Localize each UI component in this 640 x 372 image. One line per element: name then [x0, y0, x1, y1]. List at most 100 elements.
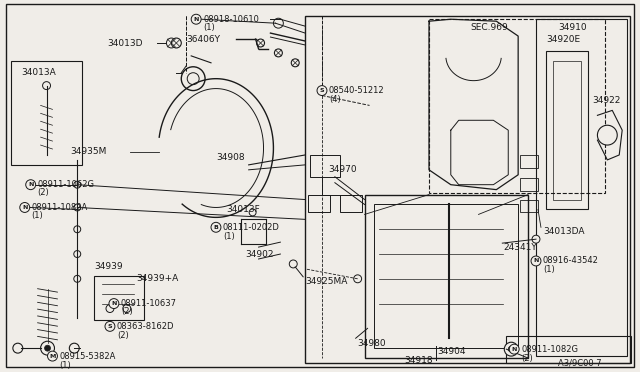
Text: (1): (1): [32, 211, 44, 220]
Text: N: N: [533, 259, 539, 263]
Text: 08111-0202D: 08111-0202D: [223, 223, 280, 232]
Circle shape: [597, 125, 617, 145]
Circle shape: [532, 235, 540, 243]
Text: 34908: 34908: [216, 153, 244, 163]
Circle shape: [166, 38, 177, 48]
Text: SEC.969: SEC.969: [470, 23, 508, 32]
Text: 34939: 34939: [94, 262, 123, 272]
Circle shape: [74, 226, 81, 233]
Text: 34920E: 34920E: [546, 35, 580, 44]
Text: 34918: 34918: [404, 356, 433, 365]
Circle shape: [181, 67, 205, 90]
Text: 08911-1082A: 08911-1082A: [32, 203, 88, 212]
Circle shape: [172, 38, 181, 48]
Text: 34013D: 34013D: [107, 38, 143, 48]
Bar: [429, 19, 605, 193]
Text: 08911-1062G: 08911-1062G: [38, 180, 95, 189]
Text: 34902: 34902: [246, 250, 274, 259]
Circle shape: [249, 209, 256, 216]
Text: 34013DA: 34013DA: [543, 227, 584, 236]
Circle shape: [504, 342, 518, 356]
Circle shape: [509, 344, 519, 354]
Circle shape: [188, 73, 199, 84]
Circle shape: [74, 251, 81, 257]
Circle shape: [317, 86, 327, 96]
Text: N: N: [22, 205, 28, 210]
Text: N: N: [193, 17, 199, 22]
Text: 08916-43542: 08916-43542: [543, 256, 599, 266]
Text: 36406Y: 36406Y: [186, 35, 220, 44]
Bar: [520, 199, 538, 212]
Text: 34970: 34970: [328, 165, 356, 174]
Circle shape: [45, 345, 51, 351]
Text: (2): (2): [117, 331, 129, 340]
Circle shape: [47, 351, 58, 361]
Text: N: N: [511, 347, 517, 352]
Text: N: N: [111, 301, 116, 306]
Circle shape: [289, 260, 297, 268]
Text: 34904: 34904: [437, 347, 465, 356]
Bar: [365, 195, 528, 358]
Text: 08915-5382A: 08915-5382A: [60, 352, 116, 360]
Text: A3/9C00 7: A3/9C00 7: [558, 359, 602, 368]
Bar: [374, 205, 518, 348]
Circle shape: [40, 341, 54, 355]
Text: 34939+A: 34939+A: [137, 274, 179, 283]
Bar: [11, 61, 82, 165]
Circle shape: [105, 321, 115, 331]
Circle shape: [26, 180, 36, 190]
Circle shape: [533, 258, 539, 264]
Circle shape: [531, 256, 541, 266]
Text: 34910: 34910: [558, 23, 586, 32]
Text: 08911-1082G: 08911-1082G: [521, 344, 578, 354]
Circle shape: [508, 346, 514, 352]
Circle shape: [106, 305, 114, 312]
Text: B: B: [214, 225, 218, 230]
Circle shape: [354, 275, 362, 283]
Text: N: N: [28, 182, 33, 187]
Text: 34922: 34922: [593, 96, 621, 105]
Text: 08918-10610: 08918-10610: [203, 15, 259, 24]
Text: 08911-10637: 08911-10637: [121, 299, 177, 308]
Circle shape: [273, 18, 284, 28]
Circle shape: [74, 275, 81, 282]
Circle shape: [191, 14, 201, 24]
Bar: [553, 61, 580, 199]
Bar: [308, 195, 330, 212]
Text: 08540-51212: 08540-51212: [329, 86, 385, 95]
Bar: [305, 16, 630, 363]
Text: (1): (1): [223, 232, 235, 241]
Bar: [310, 155, 340, 177]
Bar: [546, 51, 588, 209]
Circle shape: [74, 204, 81, 211]
Circle shape: [43, 81, 51, 90]
Text: 24341Y: 24341Y: [503, 243, 537, 251]
Circle shape: [291, 59, 299, 67]
Bar: [340, 195, 362, 212]
Text: S: S: [319, 88, 324, 93]
Text: (2): (2): [38, 188, 49, 197]
Circle shape: [69, 343, 79, 353]
Text: 34013F: 34013F: [226, 205, 260, 214]
Text: 08363-8162D: 08363-8162D: [117, 322, 174, 331]
Circle shape: [211, 222, 221, 232]
Text: (4): (4): [329, 95, 340, 104]
Circle shape: [123, 305, 131, 312]
Bar: [506, 336, 631, 363]
Circle shape: [20, 202, 29, 212]
Text: (1): (1): [543, 265, 555, 275]
Bar: [536, 19, 627, 356]
Bar: [520, 155, 538, 168]
Circle shape: [13, 343, 23, 353]
Circle shape: [257, 39, 264, 47]
Text: M: M: [49, 354, 56, 359]
Bar: [94, 276, 143, 320]
Text: (2): (2): [121, 307, 132, 316]
Circle shape: [74, 181, 81, 188]
Text: (1): (1): [60, 360, 71, 369]
Circle shape: [109, 299, 119, 308]
Bar: [520, 178, 538, 190]
Text: (1): (1): [203, 23, 215, 32]
Text: (2): (2): [521, 353, 533, 363]
Text: S: S: [108, 324, 112, 329]
